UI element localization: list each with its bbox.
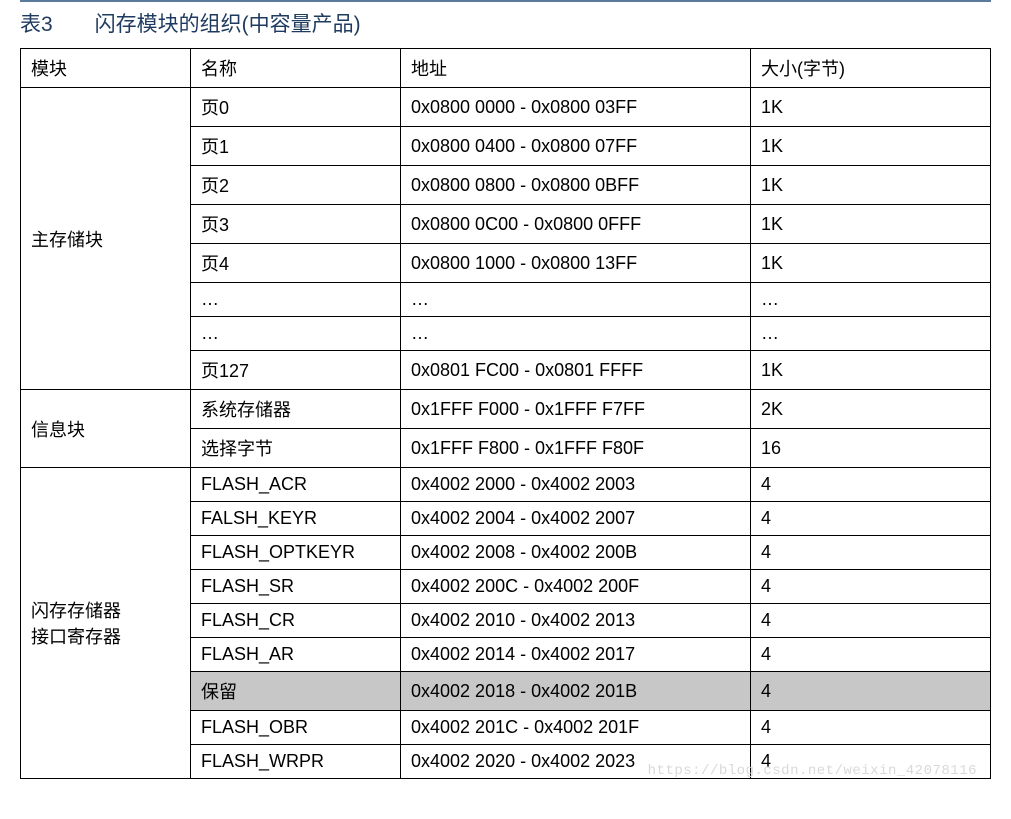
name-cell: 页1: [191, 127, 401, 166]
name-cell: FLASH_OPTKEYR: [191, 536, 401, 570]
address-cell: 0x4002 2020 - 0x4002 2023: [401, 745, 751, 779]
address-cell: 0x0800 1000 - 0x0800 13FF: [401, 244, 751, 283]
name-cell: FLASH_WRPR: [191, 745, 401, 779]
name-cell: FLASH_ACR: [191, 468, 401, 502]
name-cell: FLASH_AR: [191, 638, 401, 672]
address-cell: 0x4002 2010 - 0x4002 2013: [401, 604, 751, 638]
address-cell: 0x0801 FC00 - 0x0801 FFFF: [401, 351, 751, 390]
size-cell: 16: [751, 429, 991, 468]
address-cell: 0x0800 0000 - 0x0800 03FF: [401, 88, 751, 127]
module-label-cell: 闪存存储器接口寄存器: [21, 468, 191, 779]
module-label-line: 闪存存储器: [31, 597, 180, 623]
size-cell: 4: [751, 468, 991, 502]
size-cell: 4: [751, 570, 991, 604]
name-cell: 保留: [191, 672, 401, 711]
size-cell: 4: [751, 536, 991, 570]
address-cell: 0x4002 2014 - 0x4002 2017: [401, 638, 751, 672]
size-cell: 1K: [751, 244, 991, 283]
module-label-cell: 信息块: [21, 390, 191, 468]
size-cell: 1K: [751, 88, 991, 127]
size-cell: 4: [751, 711, 991, 745]
size-cell: 1K: [751, 127, 991, 166]
address-cell: …: [401, 317, 751, 351]
address-cell: 0x4002 2000 - 0x4002 2003: [401, 468, 751, 502]
address-cell: 0x4002 200C - 0x4002 200F: [401, 570, 751, 604]
table-header-row: 模块 名称 地址 大小(字节): [21, 49, 991, 88]
flash-module-table: 模块 名称 地址 大小(字节) 主存储块页00x0800 0000 - 0x08…: [20, 48, 991, 779]
name-cell: FLASH_SR: [191, 570, 401, 604]
col-header-addr: 地址: [401, 49, 751, 88]
name-cell: …: [191, 317, 401, 351]
document-page: 表3 闪存模块的组织(中容量产品) 模块 名称 地址 大小(字节) 主存储块页0…: [0, 0, 1011, 819]
size-cell: 1K: [751, 166, 991, 205]
size-cell: …: [751, 317, 991, 351]
table-row: 主存储块页00x0800 0000 - 0x0800 03FF1K: [21, 88, 991, 127]
size-cell: 4: [751, 604, 991, 638]
address-cell: 0x0800 0400 - 0x0800 07FF: [401, 127, 751, 166]
address-cell: 0x1FFF F000 - 0x1FFF F7FF: [401, 390, 751, 429]
size-cell: 2K: [751, 390, 991, 429]
address-cell: 0x4002 2008 - 0x4002 200B: [401, 536, 751, 570]
address-cell: 0x4002 2004 - 0x4002 2007: [401, 502, 751, 536]
name-cell: FLASH_CR: [191, 604, 401, 638]
size-cell: …: [751, 283, 991, 317]
col-header-name: 名称: [191, 49, 401, 88]
name-cell: 系统存储器: [191, 390, 401, 429]
name-cell: FLASH_OBR: [191, 711, 401, 745]
table-row: 闪存存储器接口寄存器FLASH_ACR0x4002 2000 - 0x4002 …: [21, 468, 991, 502]
name-cell: 页0: [191, 88, 401, 127]
address-cell: 0x4002 2018 - 0x4002 201B: [401, 672, 751, 711]
address-cell: 0x0800 0C00 - 0x0800 0FFF: [401, 205, 751, 244]
address-cell: 0x1FFF F800 - 0x1FFF F80F: [401, 429, 751, 468]
table-body: 主存储块页00x0800 0000 - 0x0800 03FF1K页10x080…: [21, 88, 991, 779]
table-row: 信息块系统存储器0x1FFF F000 - 0x1FFF F7FF2K: [21, 390, 991, 429]
address-cell: …: [401, 283, 751, 317]
name-cell: 选择字节: [191, 429, 401, 468]
size-cell: 1K: [751, 351, 991, 390]
size-cell: 4: [751, 745, 991, 779]
address-cell: 0x4002 201C - 0x4002 201F: [401, 711, 751, 745]
name-cell: 页4: [191, 244, 401, 283]
col-header-module: 模块: [21, 49, 191, 88]
table-caption: 表3 闪存模块的组织(中容量产品): [20, 2, 991, 48]
name-cell: 页2: [191, 166, 401, 205]
name-cell: 页127: [191, 351, 401, 390]
name-cell: 页3: [191, 205, 401, 244]
size-cell: 4: [751, 672, 991, 711]
module-label-cell: 主存储块: [21, 88, 191, 390]
module-label-line: 接口寄存器: [31, 623, 180, 649]
size-cell: 4: [751, 638, 991, 672]
size-cell: 4: [751, 502, 991, 536]
name-cell: FALSH_KEYR: [191, 502, 401, 536]
name-cell: …: [191, 283, 401, 317]
col-header-size: 大小(字节): [751, 49, 991, 88]
address-cell: 0x0800 0800 - 0x0800 0BFF: [401, 166, 751, 205]
size-cell: 1K: [751, 205, 991, 244]
